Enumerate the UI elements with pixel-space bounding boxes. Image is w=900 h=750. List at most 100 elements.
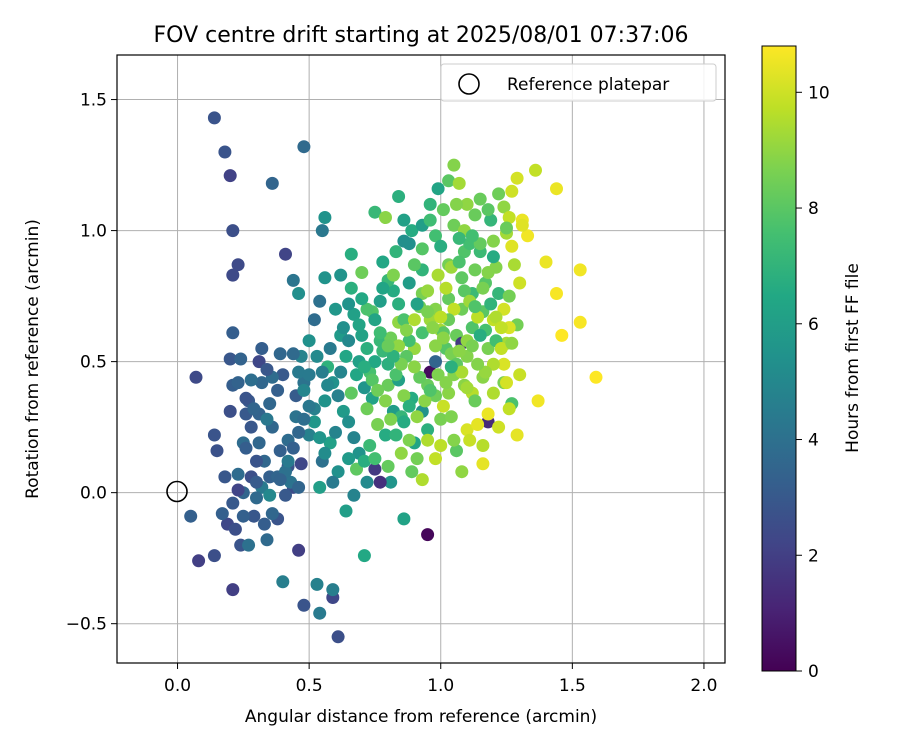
colorbar-ticks: 0 2 4 6 8 10	[796, 83, 830, 682]
scatter-point	[326, 475, 340, 489]
x-tick-label: 1.5	[559, 676, 586, 696]
x-tick-label: 1.0	[427, 676, 454, 696]
scatter-point	[407, 313, 421, 327]
scatter-point	[318, 211, 332, 224]
scatter-point	[329, 302, 342, 316]
scatter-point	[397, 234, 411, 248]
scatter-point	[331, 465, 345, 479]
scatter-point	[431, 268, 445, 282]
scatter-point	[379, 428, 392, 442]
scatter-point	[373, 294, 387, 308]
scatter-point	[389, 428, 403, 442]
scatter-point	[360, 342, 374, 355]
scatter-point	[355, 328, 369, 342]
scatter-point	[292, 480, 306, 494]
scatter-point	[318, 271, 332, 285]
scatter-point	[192, 554, 206, 568]
scatter-point	[297, 383, 311, 397]
scatter-point	[392, 339, 406, 353]
scatter-point	[286, 347, 300, 361]
scatter-point	[457, 284, 471, 298]
scatter-point	[279, 488, 292, 502]
scatter-point	[402, 433, 416, 447]
scatter-point	[302, 334, 316, 348]
scatter-point	[297, 598, 311, 612]
colorbar-label: Hours from first FF file	[843, 263, 863, 453]
scatter-point	[402, 276, 416, 290]
scatter-point	[323, 436, 337, 450]
colorbar: 0 2 4 6 8 10 Hours from first FF file	[761, 45, 863, 682]
scatter-point	[452, 255, 466, 269]
scatter-point	[350, 462, 363, 476]
scatter-point	[436, 399, 450, 413]
scatter-point	[481, 266, 495, 279]
scatter-point	[265, 176, 279, 190]
scatter-point	[228, 522, 242, 536]
scatter-point	[429, 339, 442, 353]
scatter-point	[339, 349, 353, 363]
scatter-point	[371, 418, 385, 431]
y-axis-ticks: −0.5 0.0 0.5 1.0 1.5	[66, 91, 117, 635]
scatter-point	[244, 373, 258, 387]
x-tick-label: 0.0	[164, 676, 191, 696]
scatter-point	[447, 433, 461, 447]
x-tick-label: 2.0	[690, 676, 717, 696]
y-tick-label: 0.0	[80, 484, 107, 504]
scatter-point	[231, 467, 245, 481]
scatter-point	[497, 357, 511, 371]
scatter-point	[397, 213, 411, 227]
scatter-point	[494, 342, 508, 355]
scatter-point	[207, 428, 221, 442]
scatter-point	[452, 231, 466, 245]
scatter-point	[323, 342, 337, 355]
scatter-point	[468, 300, 482, 314]
scatter-point	[452, 344, 466, 358]
scatter-point	[460, 381, 474, 395]
scatter-point	[455, 365, 469, 379]
scatter-point	[307, 313, 321, 327]
scatter-point	[318, 446, 332, 460]
scatter-point	[439, 281, 453, 295]
scatter-point	[207, 111, 221, 125]
scatter-point	[273, 444, 287, 458]
scatter-point	[484, 297, 498, 311]
scatter-point	[529, 163, 542, 177]
scatter-point	[347, 488, 361, 502]
scatter-point	[265, 507, 279, 521]
scatter-point	[286, 441, 300, 455]
scatter-point	[350, 368, 363, 382]
scatter-point	[326, 583, 340, 597]
scatter-point	[297, 140, 311, 154]
scatter-point	[252, 436, 266, 450]
scatter-point	[223, 169, 237, 183]
scatter-point	[336, 404, 350, 418]
scatter-point	[463, 433, 477, 447]
legend-marker	[458, 73, 480, 95]
scatter-point	[397, 512, 411, 526]
scatter-point	[226, 268, 240, 282]
scatter-point	[231, 483, 245, 497]
scatter-point	[405, 465, 419, 479]
x-tick-label: 0.5	[296, 676, 323, 696]
scatter-point	[342, 297, 356, 311]
scatter-point	[510, 171, 524, 185]
scatter-point	[405, 224, 419, 238]
scatter-point	[292, 543, 306, 557]
scatter-point	[373, 475, 387, 489]
scatter-point	[292, 365, 306, 379]
scatter-point	[434, 239, 448, 253]
scatter-point	[239, 391, 253, 405]
legend: Reference platepar	[440, 63, 717, 102]
scatter-point	[234, 352, 248, 366]
scatter-point	[434, 412, 448, 426]
scatter-point	[500, 376, 513, 390]
scatter-point	[376, 281, 390, 295]
scatter-point	[455, 465, 469, 479]
scatter-point	[465, 339, 479, 353]
scatter-point	[410, 297, 424, 311]
scatter-point	[476, 281, 490, 295]
scatter-point	[281, 454, 295, 468]
scatter-point	[426, 321, 440, 335]
scatter-point	[423, 383, 437, 397]
